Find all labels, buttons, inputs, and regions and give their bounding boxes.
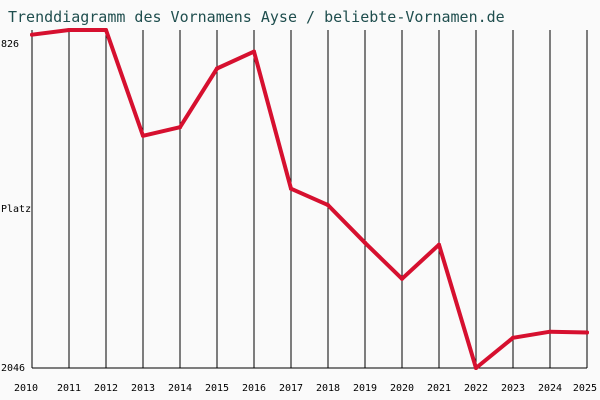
- x-tick-label: 2020: [390, 383, 414, 394]
- data-point: [178, 125, 182, 130]
- x-tick-label: 2013: [131, 383, 155, 394]
- chart-title: Trenddiagramm des Vornamens Ayse / belie…: [8, 8, 505, 26]
- x-tick-label: 2017: [279, 383, 303, 394]
- data-point: [252, 49, 256, 54]
- x-tick-label: 2010: [14, 383, 38, 394]
- x-tick-label: 2022: [464, 383, 488, 394]
- series: [30, 28, 589, 370]
- y-tick-labels: 826 Platz 2046: [1, 39, 31, 374]
- x-tick-label: 2015: [205, 383, 229, 394]
- data-point: [67, 28, 71, 32]
- y-axis-label: Platz: [1, 204, 31, 215]
- data-point: [30, 32, 34, 37]
- data-point: [363, 240, 367, 245]
- x-tick-label: 2011: [57, 383, 81, 394]
- x-tick-label: 2016: [242, 383, 266, 394]
- data-point: [437, 242, 441, 247]
- y-tick-label-top: 826: [1, 39, 19, 50]
- x-tick-label: 2023: [501, 383, 525, 394]
- data-point: [400, 276, 404, 281]
- x-tick-label: 2024: [538, 383, 562, 394]
- data-point: [141, 133, 145, 138]
- data-point: [548, 329, 552, 334]
- data-point: [289, 186, 293, 191]
- data-point: [215, 66, 219, 71]
- x-tick-label: 2021: [427, 383, 451, 394]
- data-point: [511, 335, 515, 340]
- data-point: [326, 203, 330, 208]
- grid-lines: [31, 30, 588, 369]
- data-point: [474, 366, 478, 370]
- y-tick-label-bottom: 2046: [1, 363, 25, 374]
- x-tick-label: 2018: [316, 383, 340, 394]
- x-tick-label: 2019: [353, 383, 377, 394]
- x-tick-label: 2025: [573, 383, 597, 394]
- series-line: [30, 28, 589, 370]
- x-tick-label: 2012: [94, 383, 118, 394]
- x-tick-labels: 2010 2011 2012 2013 2014 2015 2016 2017 2018 2019…: [14, 383, 597, 394]
- data-point: [104, 28, 108, 32]
- data-point: [585, 330, 589, 335]
- x-tick-label: 2014: [168, 383, 192, 394]
